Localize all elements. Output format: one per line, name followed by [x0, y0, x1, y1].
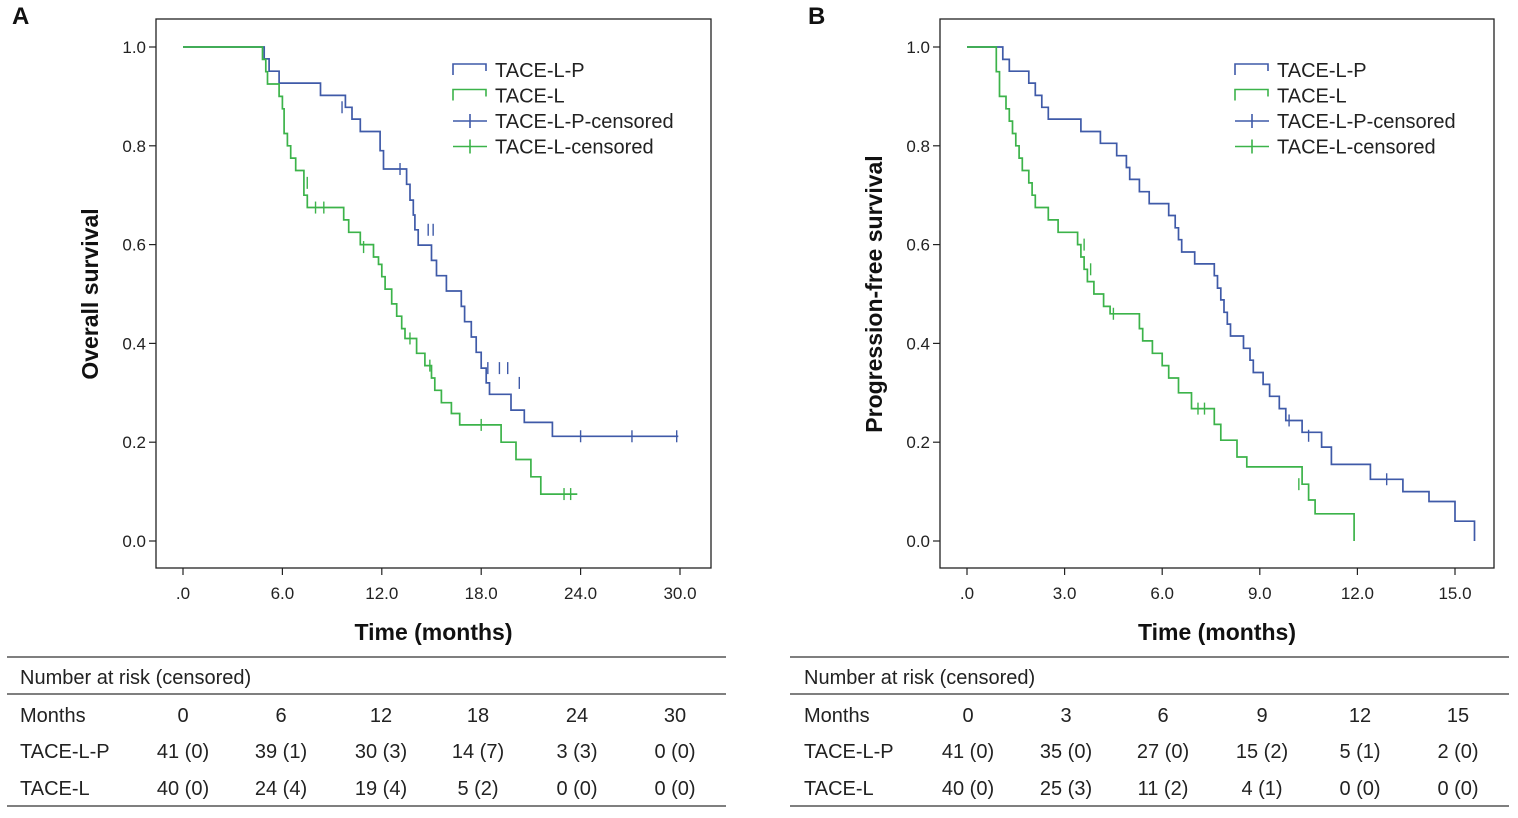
legend-label: TACE-L-P-censored	[495, 111, 674, 133]
y-axis-label: Overall survival	[77, 208, 103, 379]
y-tick-label: 1.0	[906, 38, 930, 57]
risk-table-cell: 0 (0)	[654, 778, 695, 800]
panel-label-b: B	[808, 3, 825, 30]
legend-label: TACE-L-P	[495, 60, 585, 82]
risk-table-header-label: Months	[804, 705, 870, 727]
risk-table-row-label: TACE-L-P	[804, 741, 894, 763]
risk-table-cell: 40 (0)	[942, 778, 994, 800]
risk-table-cell: 39 (1)	[255, 741, 307, 763]
risk-table-cell: 3 (3)	[556, 741, 597, 763]
y-tick-label: 0.4	[122, 334, 146, 353]
overall-survival-plot: 0.0 0.2 0.4 0.6 0.8 1.0 .0 6.0 12.0 18.0 24.0 30.0 T…	[77, 18, 712, 645]
x-tick-label: 12.0	[365, 584, 398, 603]
legend-label: TACE-L-censored	[1277, 137, 1436, 159]
x-tick-label: 12.0	[1341, 584, 1374, 603]
risk-table-row-label: TACE-L	[20, 778, 90, 800]
x-tick-label: 15.0	[1438, 584, 1471, 603]
risk-table-cell: 2 (0)	[1437, 741, 1478, 763]
risk-table-cell: 0 (0)	[654, 741, 695, 763]
x-tick-label: 3.0	[1053, 584, 1077, 603]
panel-label-a: A	[12, 3, 29, 30]
plot-frame	[155, 18, 712, 569]
survival-curve-tace-l-p	[183, 46, 679, 438]
y-axis-label: Progression-free survival	[861, 155, 887, 432]
risk-table-header-cell: 3	[1060, 705, 1071, 727]
x-axis-label: Time (months)	[354, 619, 512, 645]
risk-table-cell: 24 (4)	[255, 778, 307, 800]
risk-table-cell: 15 (2)	[1236, 741, 1288, 763]
risk-table-cell: 0 (0)	[1437, 778, 1478, 800]
legend: TACE-L-P TACE-L TACE-L-P-censored TACE-L-ce…	[452, 60, 674, 159]
risk-table-cell: 0 (0)	[1339, 778, 1380, 800]
risk-table-title: Number at risk (censored)	[20, 667, 251, 689]
risk-table-cell: 14 (7)	[452, 741, 504, 763]
risk-table-header-cell: 12	[370, 705, 392, 727]
x-tick-label: 6.0	[1150, 584, 1174, 603]
y-tick-label: 0.4	[906, 334, 930, 353]
risk-table-header-cell: 24	[566, 705, 588, 727]
legend-label: TACE-L-P-censored	[1277, 111, 1456, 133]
legend-label: TACE-L	[1277, 86, 1347, 108]
risk-table-cell: 4 (1)	[1241, 778, 1282, 800]
x-tick-label: 30.0	[663, 584, 696, 603]
x-tick-label: 9.0	[1248, 584, 1272, 603]
risk-table-a: Number at risk (censored) Months 0 6 12 18 24 3…	[7, 656, 726, 807]
risk-table-header-cell: 12	[1349, 705, 1371, 727]
y-tick-label: 0.6	[906, 236, 930, 255]
x-tick-label: .0	[176, 584, 190, 603]
legend-swatch-tace-l	[452, 88, 487, 101]
x-tick-label: 18.0	[465, 584, 498, 603]
risk-table-header-cell: 6	[1157, 705, 1168, 727]
legend: TACE-L-P TACE-L TACE-L-P-censored TACE-L-ce…	[1234, 60, 1456, 159]
risk-table-cell: 25 (3)	[1040, 778, 1092, 800]
risk-table-header-cell: 30	[664, 705, 686, 727]
risk-table-header-cell: 0	[962, 705, 973, 727]
plot-frame	[939, 18, 1495, 569]
risk-table-row-label: TACE-L	[804, 778, 874, 800]
x-tick-label: .0	[960, 584, 974, 603]
y-tick-label: 0.6	[122, 236, 146, 255]
x-axis-label: Time (months)	[1138, 619, 1296, 645]
risk-table-cell: 41 (0)	[942, 741, 994, 763]
y-tick-label: 0.2	[122, 433, 146, 452]
x-tick-label: 24.0	[564, 584, 597, 603]
survival-curve-tace-l	[183, 46, 578, 495]
risk-table-b: Number at risk (censored) Months 0 3 6 9 12 15 T…	[790, 656, 1509, 807]
risk-table-header-cell: 6	[275, 705, 286, 727]
risk-table-cell: 11 (2)	[1138, 778, 1189, 800]
risk-table-cell: 0 (0)	[556, 778, 597, 800]
risk-table-row-label: TACE-L-P	[20, 741, 110, 763]
y-tick-label: 0.8	[906, 137, 930, 156]
y-tick-label: 0.8	[122, 137, 146, 156]
risk-table-cell: 41 (0)	[157, 741, 209, 763]
legend-swatch-tace-l	[1234, 88, 1269, 101]
legend-label: TACE-L	[495, 86, 565, 108]
legend-swatch-tace-l-p	[452, 63, 487, 75]
risk-table-cell: 30 (3)	[355, 741, 407, 763]
progression-free-survival-plot: 0.0 0.2 0.4 0.6 0.8 1.0 .0 3.0 6.0 9.0 12.0 15.0 Tim…	[861, 18, 1495, 645]
legend-swatch-tace-l-p	[1234, 63, 1269, 75]
risk-table-cell: 35 (0)	[1040, 741, 1092, 763]
survival-curve-tace-l-p	[967, 46, 1476, 541]
risk-table-cell: 5 (2)	[457, 778, 498, 800]
legend-label: TACE-L-censored	[495, 137, 654, 159]
risk-table-header-label: Months	[20, 705, 86, 727]
y-tick-label: 0.0	[122, 532, 146, 551]
risk-table-cell: 19 (4)	[355, 778, 407, 800]
legend-label: TACE-L-P	[1277, 60, 1367, 82]
survival-curve-tace-l	[967, 46, 1355, 541]
risk-table-cell: 40 (0)	[157, 778, 209, 800]
risk-table-title: Number at risk (censored)	[804, 667, 1035, 689]
x-tick-label: 6.0	[271, 584, 295, 603]
risk-table-header-cell: 18	[467, 705, 489, 727]
risk-table-cell: 27 (0)	[1137, 741, 1189, 763]
y-tick-label: 1.0	[122, 38, 146, 57]
risk-table-header-cell: 15	[1447, 705, 1469, 727]
y-tick-label: 0.0	[906, 532, 930, 551]
risk-table-header-cell: 0	[177, 705, 188, 727]
y-tick-label: 0.2	[906, 433, 930, 452]
risk-table-cell: 5 (1)	[1339, 741, 1380, 763]
risk-table-header-cell: 9	[1256, 705, 1267, 727]
